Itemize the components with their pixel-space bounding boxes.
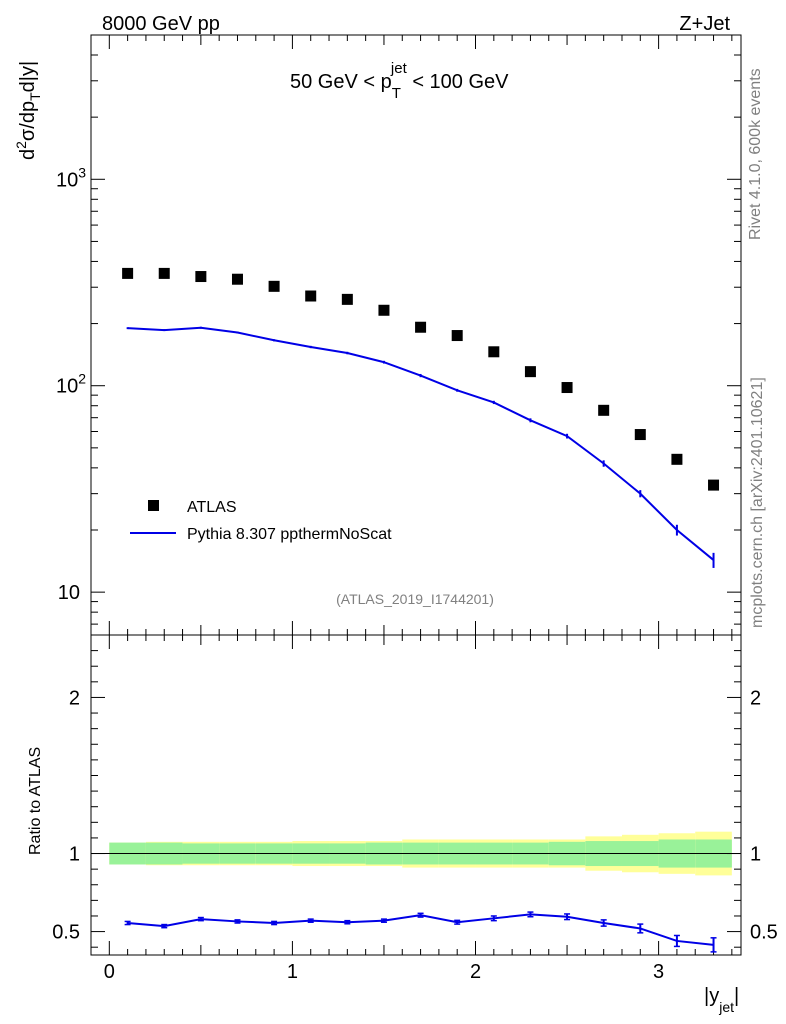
- header-right: Z+Jet: [679, 13, 730, 35]
- atlas-point: [122, 267, 134, 279]
- atlas-point: [671, 453, 683, 465]
- mcplots-label: mcplots.cern.ch [arXiv:2401.10621]: [749, 377, 766, 628]
- analysis-id: (ATLAS_2019_I1744201): [336, 591, 494, 607]
- legend-pythia-label: Pythia 8.307 ppthermNoScat: [187, 526, 392, 543]
- ratio-frame: [90, 634, 742, 956]
- main-ylabel-rest: d|y|: [17, 61, 39, 93]
- legend-atlas-label: ATLAS: [187, 499, 237, 516]
- ratio-ytick-label: 0.5: [52, 922, 80, 944]
- ratio-xlabel-sub: jet: [718, 999, 734, 1015]
- ratio-uncertainty-bands: [91, 831, 741, 876]
- atlas-point: [158, 267, 170, 279]
- atlas-point: [634, 429, 646, 441]
- atlas-point: [451, 330, 463, 342]
- ratio-xtick-label: 3: [653, 961, 664, 983]
- atlas-point: [378, 304, 390, 316]
- ratio-xlabel-main: |y: [704, 985, 719, 1007]
- main-ylabel-sigma: σ/dp: [17, 101, 39, 141]
- atlas-point: [231, 273, 243, 285]
- ratio-ytick-label-right: 1: [750, 844, 761, 866]
- ratio-panel-axes: 0.5 0.5 1 1 2 2 0 1 2 3: [52, 635, 778, 983]
- bin-label: 50 GeV < pTjet < 100 GeV: [290, 60, 509, 102]
- bin-label-suffix: < 100 GeV: [407, 71, 509, 93]
- legend-atlas-marker: [148, 500, 159, 511]
- ratio-panel-data: [124, 911, 717, 953]
- main-ylabel-sup2: 2: [13, 141, 29, 149]
- rivet-label: Rivet 4.1.0, 600k events: [747, 68, 764, 240]
- bin-label-sub: T: [392, 85, 401, 102]
- ratio-xtick-label: 1: [287, 961, 298, 983]
- main-panel-data: [122, 267, 720, 568]
- atlas-point: [305, 290, 317, 302]
- main-frame: [90, 34, 742, 636]
- ratio-xlabel: |yjet|: [704, 985, 739, 1015]
- main-ylabel-d: d: [17, 149, 39, 160]
- atlas-point: [415, 321, 427, 333]
- ratio-xtick-label: 0: [104, 961, 115, 983]
- ratio-ytick-label: 1: [69, 844, 80, 866]
- atlas-point: [195, 271, 207, 283]
- header-left: 8000 GeV pp: [102, 13, 220, 35]
- atlas-point: [524, 366, 536, 378]
- main-ylabel-subT: T: [27, 92, 43, 101]
- bin-label-sup: jet: [390, 60, 408, 77]
- ratio-pythia-line: [127, 913, 714, 946]
- atlas-point: [598, 404, 610, 416]
- main-panel-axes: 10 102 103: [56, 34, 741, 635]
- ratio-ytick-label-right: 2: [750, 687, 761, 709]
- ratio-xlabel-end: |: [734, 985, 739, 1007]
- main-ytick-label: 103: [56, 164, 86, 191]
- main-ytick-label: 102: [56, 371, 86, 398]
- atlas-point: [561, 382, 573, 394]
- atlas-point: [708, 479, 720, 491]
- atlas-point: [268, 280, 280, 292]
- main-ytick-label: 10: [58, 582, 80, 604]
- ratio-ytick-label: 2: [69, 687, 80, 709]
- atlas-point: [341, 293, 353, 305]
- ratio-ylabel: Ratio to ATLAS: [27, 747, 44, 855]
- main-ylabel: d2σ/dpTd|y|: [13, 61, 43, 160]
- bin-label-prefix: 50 GeV < p: [290, 71, 392, 93]
- ratio-ytick-label-right: 0.5: [750, 922, 778, 944]
- ratio-xtick-label: 2: [470, 961, 481, 983]
- atlas-point: [488, 346, 500, 358]
